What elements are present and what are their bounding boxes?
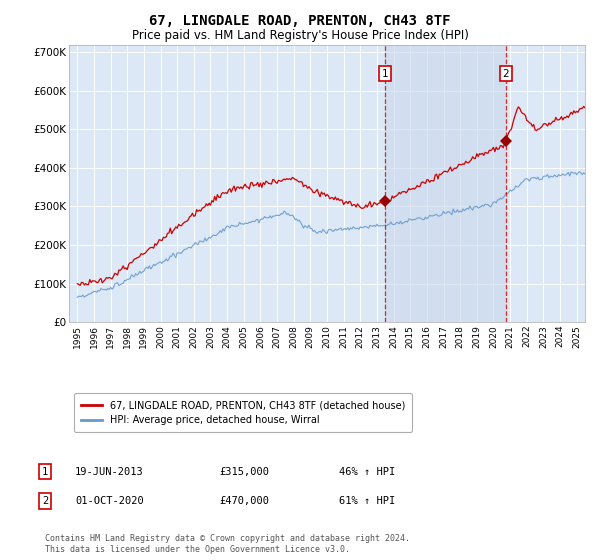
Text: 2: 2: [503, 69, 509, 78]
Text: 2: 2: [42, 496, 48, 506]
Bar: [385, 45, 506, 322]
Text: 01-OCT-2020: 01-OCT-2020: [75, 496, 144, 506]
Text: 67, LINGDALE ROAD, PRENTON, CH43 8TF: 67, LINGDALE ROAD, PRENTON, CH43 8TF: [149, 14, 451, 28]
Text: 1: 1: [42, 466, 48, 477]
Text: £315,000: £315,000: [219, 466, 269, 477]
Text: Price paid vs. HM Land Registry's House Price Index (HPI): Price paid vs. HM Land Registry's House …: [131, 29, 469, 42]
Text: 61% ↑ HPI: 61% ↑ HPI: [339, 496, 395, 506]
Text: 1: 1: [382, 69, 388, 78]
Legend: 67, LINGDALE ROAD, PRENTON, CH43 8TF (detached house), HPI: Average price, detac: 67, LINGDALE ROAD, PRENTON, CH43 8TF (de…: [74, 393, 412, 432]
Text: £470,000: £470,000: [219, 496, 269, 506]
Text: 46% ↑ HPI: 46% ↑ HPI: [339, 466, 395, 477]
Text: Contains HM Land Registry data © Crown copyright and database right 2024.
This d: Contains HM Land Registry data © Crown c…: [45, 534, 410, 554]
Text: 19-JUN-2013: 19-JUN-2013: [75, 466, 144, 477]
